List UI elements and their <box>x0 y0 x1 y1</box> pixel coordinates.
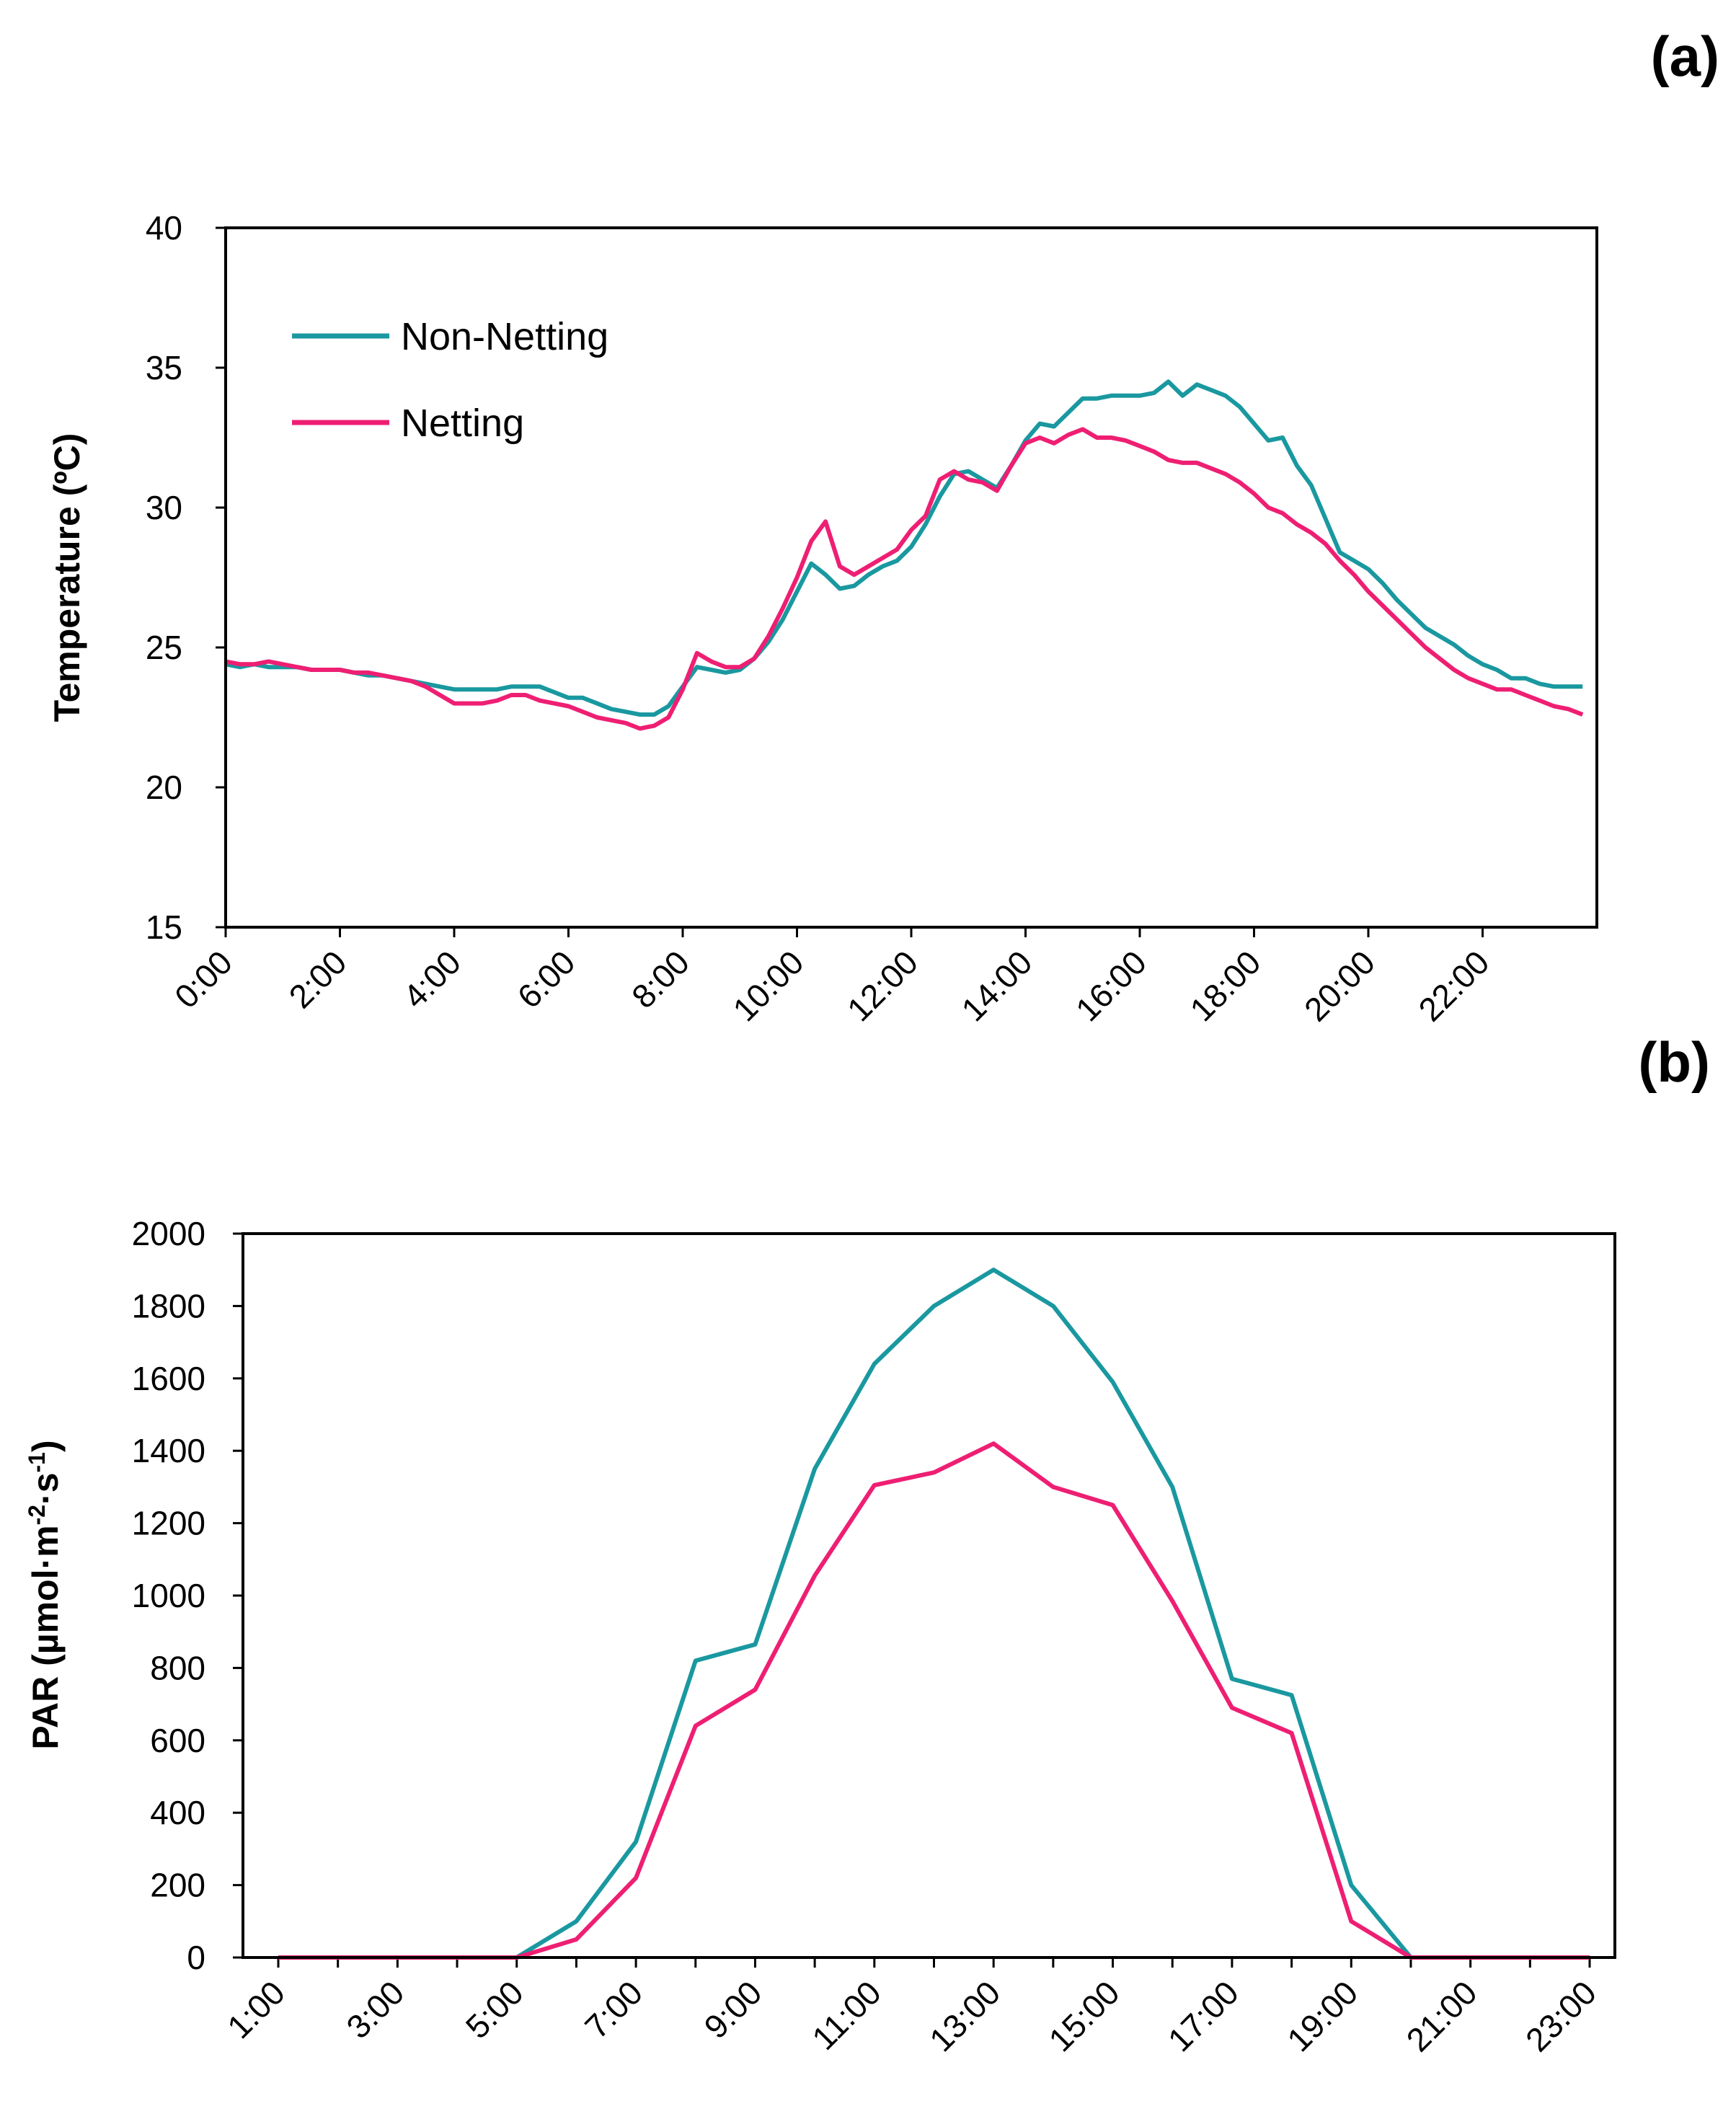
y-tick-label-b: 600 <box>150 1722 205 1759</box>
x-tick-label-b: 11:00 <box>805 1973 888 2057</box>
y-tick-label-b: 1800 <box>132 1287 205 1324</box>
x-axis-ticks-b: 1:00 3:00 5:00 7:00 9:00 11:00 13:00 15:00 17:00… <box>220 1957 1603 2058</box>
x-tick-label-a: 6:00 <box>510 943 582 1015</box>
par-chart: (b) 0 200 400 600 800 1000 1200 1400 1600 1800 200… <box>24 1030 1710 2058</box>
x-tick-label-a: 8:00 <box>624 943 696 1015</box>
y-tick-label-b: 1000 <box>132 1577 205 1614</box>
y-axis-ticks-a: 15 20 25 30 35 40 <box>146 209 226 946</box>
panel-label-a: (a) <box>1651 25 1719 88</box>
x-tick-label-b: 7:00 <box>577 1973 650 2045</box>
y-tick-label-b: 0 <box>187 1939 205 1976</box>
x-tick-label-a: 14:00 <box>954 943 1039 1028</box>
x-tick-label-a: 12:00 <box>840 943 925 1028</box>
plot-frame-b <box>242 1232 1616 1959</box>
x-tick-label-b: 23:00 <box>1518 1973 1603 2058</box>
y-axis-label-a: Temperature (ºC) <box>47 433 87 722</box>
temperature-chart: (a) 15 20 25 30 35 40 0:00 2:00 4:00 6:00 8:00 10:… <box>47 25 1719 1028</box>
y-tick-label-a: 35 <box>146 349 182 386</box>
x-tick-label-b: 3:00 <box>339 1973 411 2045</box>
panel-label-b: (b) <box>1638 1030 1710 1094</box>
series-line-netting <box>225 427 1584 731</box>
y-tick-label-a: 25 <box>146 629 182 666</box>
x-tick-label-a: 20:00 <box>1297 943 1382 1028</box>
x-tick-label-a: 22:00 <box>1411 943 1496 1028</box>
y-tick-label-b: 1200 <box>132 1505 205 1542</box>
y-tick-label-a: 30 <box>146 489 182 526</box>
y-axis-ticks-b: 0 200 400 600 800 1000 1200 1400 1600 1800 2000 <box>132 1215 243 1976</box>
x-tick-label-a: 16:00 <box>1068 943 1153 1028</box>
legend-label-netting: Netting <box>401 402 524 445</box>
series-line-netting <box>278 1441 1590 1960</box>
y-tick-label-a: 40 <box>146 209 182 247</box>
y-tick-label-b: 1400 <box>132 1432 205 1469</box>
plot-frame-a <box>224 226 1598 929</box>
x-tick-label-b: 1:00 <box>220 1973 292 2045</box>
y-tick-label-b: 400 <box>150 1794 205 1831</box>
y-tick-label-b: 2000 <box>132 1215 205 1252</box>
x-tick-label-b: 21:00 <box>1399 1973 1484 2058</box>
x-tick-label-a: 0:00 <box>167 943 239 1015</box>
x-tick-label-b: 9:00 <box>696 1973 769 2045</box>
y-tick-label-b: 800 <box>150 1649 205 1686</box>
y-tick-label-b: 1600 <box>132 1360 205 1397</box>
x-tick-label-b: 19:00 <box>1280 1973 1365 2058</box>
y-axis-label-b: PAR (µmol·m-2·s-1) <box>24 1440 66 1749</box>
series-line-non-netting <box>225 379 1583 717</box>
legend: Non-Netting Netting <box>292 315 608 445</box>
x-tick-label-b: 17:00 <box>1161 1973 1246 2058</box>
x-axis-ticks-a: 0:00 2:00 4:00 6:00 8:00 10:00 12:00 14:00 16:00… <box>167 927 1497 1028</box>
x-tick-label-a: 18:00 <box>1182 943 1267 1028</box>
series-lines-a <box>225 379 1584 731</box>
y-tick-label-b: 200 <box>150 1867 205 1904</box>
series-line-non-netting <box>278 1268 1590 1960</box>
y-tick-label-a: 20 <box>146 769 182 806</box>
x-tick-label-a: 10:00 <box>725 943 810 1028</box>
x-tick-label-b: 13:00 <box>922 1973 1007 2058</box>
x-tick-label-b: 15:00 <box>1041 1973 1126 2058</box>
series-lines-b <box>278 1268 1590 1960</box>
legend-label-non-netting: Non-Netting <box>401 315 608 358</box>
x-tick-label-b: 5:00 <box>459 1973 531 2045</box>
x-tick-label-a: 2:00 <box>281 943 353 1015</box>
x-tick-label-a: 4:00 <box>396 943 468 1015</box>
y-tick-label-a: 15 <box>146 908 182 946</box>
